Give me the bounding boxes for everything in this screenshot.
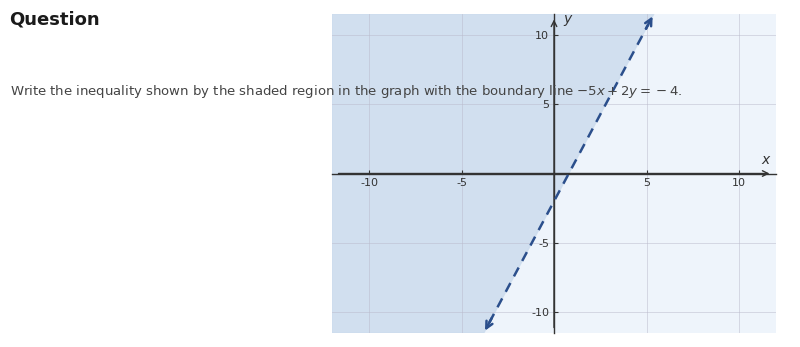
Text: Question: Question bbox=[10, 10, 100, 28]
Text: $x$: $x$ bbox=[762, 153, 772, 167]
Text: $y$: $y$ bbox=[563, 13, 574, 28]
Text: Write the inequality shown by the shaded region in the graph with the boundary l: Write the inequality shown by the shaded… bbox=[10, 83, 682, 100]
Polygon shape bbox=[332, 14, 654, 333]
